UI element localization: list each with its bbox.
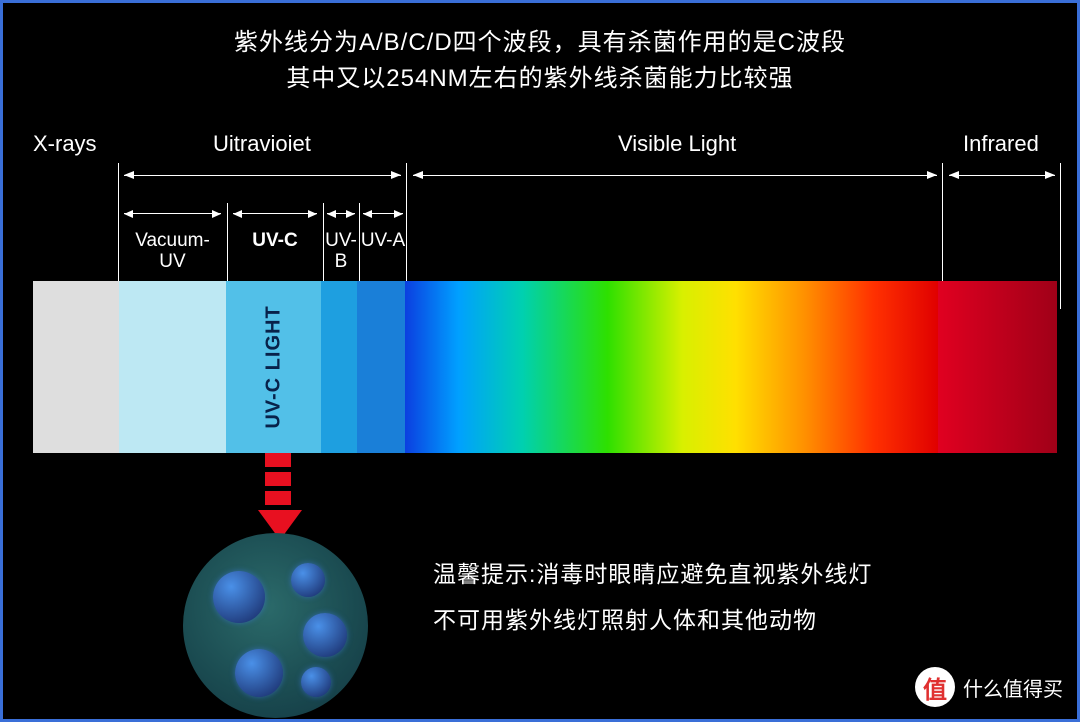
subrange-uvb: UV- B	[323, 203, 359, 231]
sub-vuv-l2: UV	[159, 251, 185, 272]
range-infrared	[943, 163, 1061, 193]
title-line2: 其中又以254NM左右的紫外线杀菌能力比较强	[3, 61, 1077, 97]
label-xray: X-rays	[33, 131, 97, 157]
sub-uvb-l1: UV-	[325, 230, 357, 251]
sub-labels: Vacuum- UV UV-C UV- B UV-A	[3, 203, 1077, 283]
warning-text: 温馨提示:消毒时眼睛应避免直视紫外线灯 不可用紫外线灯照射人体和其他动物	[433, 551, 872, 643]
label-infrared: Infrared	[963, 131, 1039, 157]
watermark-badge-icon: 值	[915, 667, 955, 707]
seg-infrared	[938, 281, 1057, 453]
seg-visible	[405, 281, 938, 453]
subrange-uvc: UV-C	[227, 203, 323, 231]
germ-icon	[291, 563, 325, 597]
label-uv: Uitravioiet	[213, 131, 311, 157]
title-block: 紫外线分为A/B/C/D四个波段，具有杀菌作用的是C波段 其中又以254NM左右…	[3, 3, 1077, 97]
sub-uva-l1: UV-A	[361, 230, 405, 251]
top-labels: X-rays Uitravioiet Visible Light Infrare…	[3, 131, 1077, 201]
warning-line2: 不可用紫外线灯照射人体和其他动物	[433, 597, 872, 643]
germ-icon	[301, 667, 331, 697]
spectrum-bar: UV-C LIGHT	[33, 281, 1057, 453]
range-visible	[407, 163, 943, 193]
range-uv	[118, 163, 407, 193]
germ-icon	[235, 649, 283, 697]
label-visible: Visible Light	[618, 131, 736, 157]
uvc-light-label: UV-C LIGHT	[262, 305, 285, 428]
germ-icon	[213, 571, 265, 623]
watermark: 值 什么值得买	[915, 667, 1063, 707]
seg-xray	[33, 281, 119, 453]
subrange-uva: UV-A	[359, 203, 407, 231]
seg-uva	[357, 281, 405, 453]
germ-icon	[303, 613, 347, 657]
watermark-text: 什么值得买	[963, 673, 1063, 702]
sub-uvc-l1: UV-C	[252, 230, 297, 251]
subrange-vuv: Vacuum- UV	[118, 203, 227, 231]
title-line1: 紫外线分为A/B/C/D四个波段，具有杀菌作用的是C波段	[3, 25, 1077, 61]
sub-uvb-l2: B	[335, 251, 348, 272]
germ-illustration	[183, 533, 368, 718]
seg-uvc: UV-C LIGHT	[226, 281, 321, 453]
sub-vuv-l1: Vacuum-	[135, 230, 210, 251]
warning-line1: 温馨提示:消毒时眼睛应避免直视紫外线灯	[433, 551, 872, 597]
seg-vuv	[119, 281, 226, 453]
seg-uvb	[321, 281, 357, 453]
